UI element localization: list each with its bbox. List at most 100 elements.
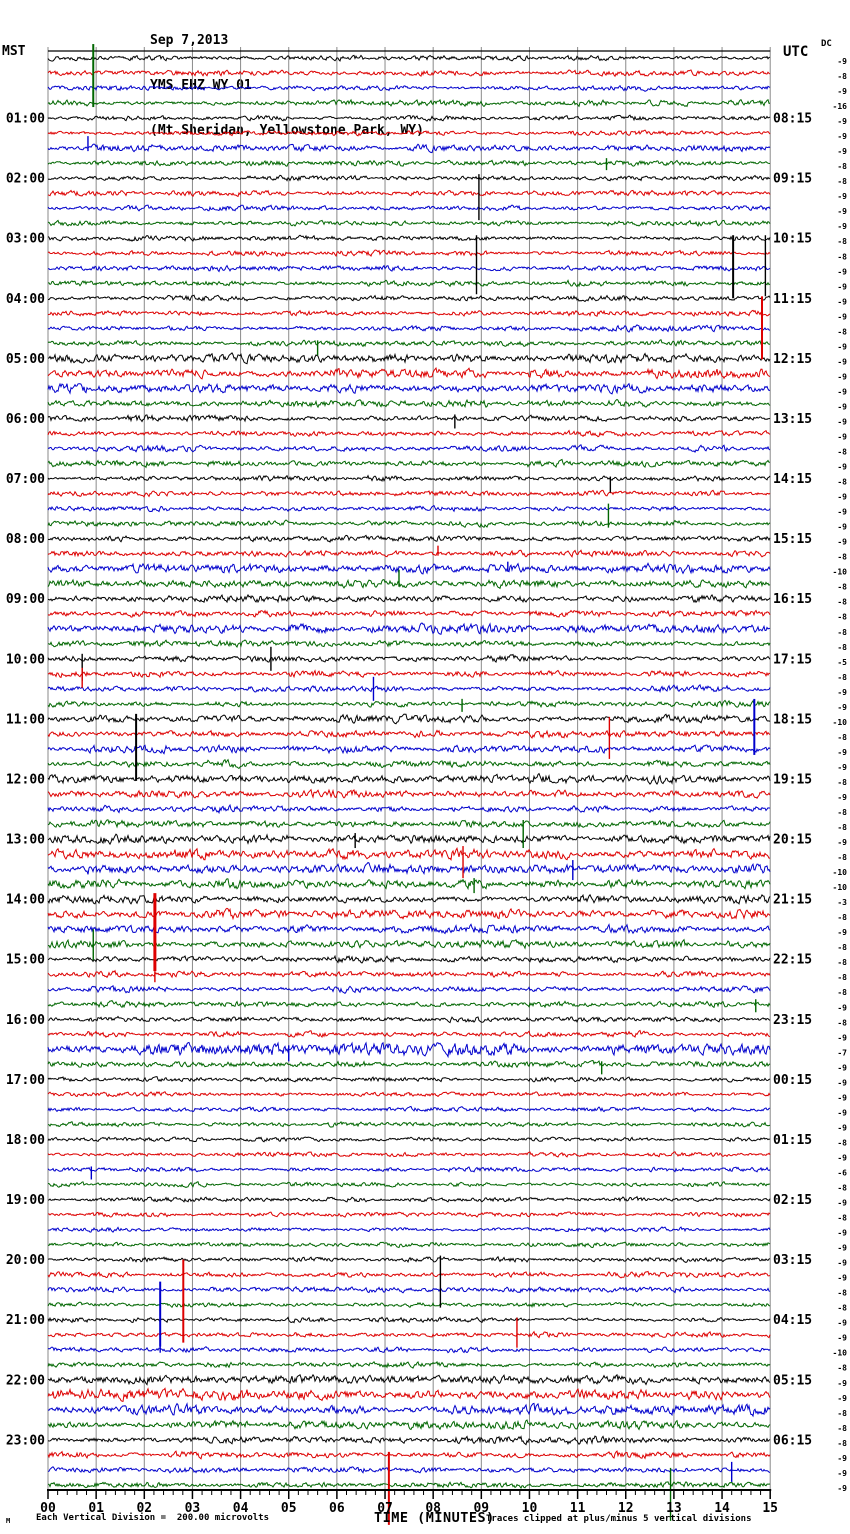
dc-offset-value: -8 xyxy=(837,958,847,967)
dc-offset-value: -10 xyxy=(833,868,848,877)
dc-offset-value: -8 xyxy=(837,162,847,171)
dc-offset-value: -9 xyxy=(837,703,847,712)
mst-hour-label: 03:00 xyxy=(6,232,45,247)
clipping-note: Traces clipped at plus/minus 5 vertical … xyxy=(486,1514,752,1524)
dc-offset-value: -9 xyxy=(837,1244,847,1253)
dc-offset-value: -9 xyxy=(837,1259,847,1268)
mst-hour-label: 23:00 xyxy=(6,1433,45,1448)
dc-offset-value: -9 xyxy=(837,207,847,216)
vertical-scale-note: Each Vertical Division = 200.00 microvol… xyxy=(36,1513,269,1523)
dc-offset-value: -8 xyxy=(837,673,847,682)
x-axis-tick-label: 14 xyxy=(714,1501,730,1516)
dc-offset-value: -8 xyxy=(837,1214,847,1223)
dc-offset-value: -9 xyxy=(837,1199,847,1208)
mst-hour-label: 22:00 xyxy=(6,1373,45,1388)
dc-offset-value: -5 xyxy=(837,658,847,667)
dc-offset-value: -9 xyxy=(837,688,847,697)
dc-offset-value: -9 xyxy=(837,297,847,306)
utc-hour-label: 16:15 xyxy=(773,592,812,607)
dc-offset-value: -9 xyxy=(837,1319,847,1328)
mst-hour-label: 11:00 xyxy=(6,712,45,727)
dc-offset-value: -9 xyxy=(837,342,847,351)
dc-offset-value: -8 xyxy=(837,628,847,637)
mst-hour-label: 21:00 xyxy=(6,1313,45,1328)
dc-offset-value: -8 xyxy=(837,1409,847,1418)
dc-offset-value: -3 xyxy=(837,898,847,907)
dc-offset-value: -8 xyxy=(837,823,847,832)
dc-offset-value: -10 xyxy=(833,568,848,577)
utc-hour-label: 08:15 xyxy=(773,112,812,127)
dc-offset-value: -8 xyxy=(837,1439,847,1448)
x-axis-tick-label: 07 xyxy=(377,1501,393,1516)
dc-offset-value: -9 xyxy=(837,1093,847,1102)
x-axis-tick-label: 12 xyxy=(618,1501,634,1516)
x-axis-tick-label: 15 xyxy=(762,1501,778,1516)
x-axis-tick-label: 06 xyxy=(329,1501,345,1516)
dc-offset-value: -9 xyxy=(837,192,847,201)
mst-hour-label: 01:00 xyxy=(6,112,45,127)
dc-offset-value: -9 xyxy=(837,147,847,156)
mst-hour-label: 05:00 xyxy=(6,352,45,367)
mst-hour-label: 12:00 xyxy=(6,772,45,787)
dc-offset-value: -9 xyxy=(837,312,847,321)
dc-offset-value: -10 xyxy=(833,718,848,727)
dc-offset-value: -8 xyxy=(837,448,847,457)
x-axis-title: TIME (MINUTES) xyxy=(374,1510,495,1526)
dc-offset-value: -9 xyxy=(837,523,847,532)
dc-offset-value: -8 xyxy=(837,913,847,922)
dc-offset-value: -8 xyxy=(837,988,847,997)
dc-offset-value: -6 xyxy=(837,1168,847,1177)
dc-offset-value: -9 xyxy=(837,928,847,937)
dc-offset-value: -8 xyxy=(837,1018,847,1027)
dc-offset-value: -9 xyxy=(837,1484,847,1493)
dc-offset-value: -9 xyxy=(837,1469,847,1478)
dc-offset-value: -9 xyxy=(837,1063,847,1072)
dc-offset-value: -9 xyxy=(837,1274,847,1283)
mst-hour-label: 17:00 xyxy=(6,1073,45,1088)
dc-offset-value: -8 xyxy=(837,478,847,487)
mst-hour-label: 16:00 xyxy=(6,1013,45,1028)
dc-offset-value: -10 xyxy=(833,883,848,892)
plot-date: Sep 7,2013 xyxy=(150,33,229,48)
utc-hour-label: 11:15 xyxy=(773,292,812,307)
dc-offset-value: -9 xyxy=(837,508,847,517)
utc-hour-label: 04:15 xyxy=(773,1313,812,1328)
dc-offset-value: -8 xyxy=(837,1289,847,1298)
dc-offset-value: -9 xyxy=(837,1033,847,1042)
dc-offset-value: -9 xyxy=(837,1003,847,1012)
x-axis-tick-label: 01 xyxy=(88,1501,104,1516)
dc-offset-value: -8 xyxy=(837,853,847,862)
utc-hour-label: 00:15 xyxy=(773,1073,812,1088)
dc-offset-value: -9 xyxy=(837,1123,847,1132)
dc-offset-value: -9 xyxy=(837,793,847,802)
dc-offset-value: -8 xyxy=(837,598,847,607)
dc-offset-value: -9 xyxy=(837,838,847,847)
dc-offset-value: -9 xyxy=(837,267,847,276)
dc-offset-value: -9 xyxy=(837,1108,847,1117)
dc-offset-column-label: DC xyxy=(821,39,832,49)
mst-hour-label: 06:00 xyxy=(6,412,45,427)
dc-offset-value: -9 xyxy=(837,417,847,426)
dc-offset-value: -9 xyxy=(837,1078,847,1087)
dc-offset-value: -8 xyxy=(837,583,847,592)
mst-hour-label: 04:00 xyxy=(6,292,45,307)
utc-hour-label: 22:15 xyxy=(773,953,812,968)
mst-hour-label: 13:00 xyxy=(6,833,45,848)
dc-offset-value: -8 xyxy=(837,643,847,652)
dc-offset-value: -9 xyxy=(837,57,847,66)
dc-offset-value: -9 xyxy=(837,357,847,366)
dc-offset-value: -9 xyxy=(837,387,847,396)
dc-offset-value: -9 xyxy=(837,132,847,141)
dc-offset-value: -9 xyxy=(837,748,847,757)
dc-offset-value: -8 xyxy=(837,943,847,952)
dc-offset-value: -8 xyxy=(837,553,847,562)
dc-offset-value: -9 xyxy=(837,117,847,126)
dc-offset-value: -9 xyxy=(837,493,847,502)
utc-hour-label: 02:15 xyxy=(773,1193,812,1208)
dc-offset-value: -9 xyxy=(837,1153,847,1162)
dc-offset-value: -8 xyxy=(837,72,847,81)
dc-offset-value: -8 xyxy=(837,1138,847,1147)
dc-offset-value: -8 xyxy=(837,1424,847,1433)
x-axis-tick-label: 05 xyxy=(281,1501,297,1516)
